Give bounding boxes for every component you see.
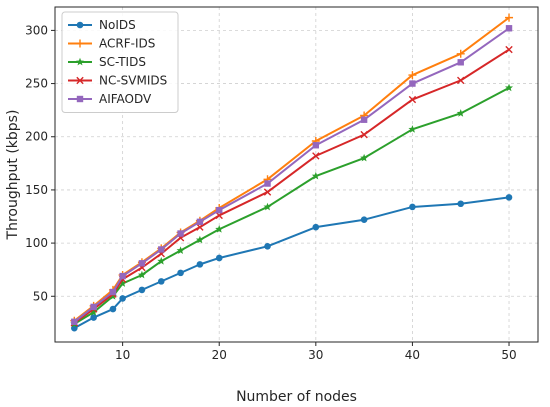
data-point: [264, 242, 271, 250]
data-point: [119, 295, 126, 302]
data-point: [408, 125, 417, 133]
legend-label: ACRF-IDS: [99, 37, 155, 51]
data-point: [505, 13, 514, 22]
data-point: [138, 286, 146, 294]
data-point: [138, 260, 146, 267]
axis-layer: 10 20 30 40 50 50 100 150 200 250 300: [25, 23, 517, 362]
data-point: [312, 223, 320, 231]
data-point: [137, 270, 146, 279]
legend-marker: [76, 95, 84, 103]
data-point: [118, 279, 127, 287]
y-tick-label: 100: [25, 236, 48, 250]
data-point: [263, 202, 272, 211]
legend-label: AIFAODV: [99, 92, 152, 106]
series-aifaodv: [71, 25, 513, 325]
x-tick-label: 40: [405, 348, 420, 362]
data-point: [408, 95, 417, 104]
data-point: [157, 256, 166, 265]
data-point: [215, 225, 224, 233]
legend-box: [61, 11, 179, 113]
legend-item: AIFAODV: [68, 92, 152, 106]
x-axis-label: Number of nodes: [236, 389, 357, 405]
x-tick-label: 10: [115, 348, 130, 362]
data-point: [108, 292, 117, 300]
legend-label: NC-SVMIDS: [99, 74, 167, 88]
data-point: [360, 116, 368, 123]
data-point: [505, 83, 514, 92]
data-point: [215, 254, 223, 262]
data-point: [176, 246, 185, 254]
data-point: [311, 171, 320, 180]
data-point: [90, 314, 97, 321]
data-point: [119, 272, 126, 280]
plot-frame: [54, 6, 539, 343]
data-point: [456, 49, 465, 58]
data-point: [505, 194, 513, 201]
data-point: [263, 188, 272, 196]
data-point: [457, 76, 465, 85]
series-noids: [71, 194, 513, 332]
data-point: [456, 109, 465, 117]
y-axis-label: Throughput (kbps): [5, 110, 21, 241]
data-point: [312, 152, 320, 160]
y-tick-label: 250: [25, 77, 48, 91]
y-tick-label: 300: [25, 23, 48, 37]
data-point: [505, 45, 513, 54]
data-point: [457, 200, 465, 208]
data-point: [409, 80, 416, 87]
legend-item: ACRF-IDS: [68, 37, 155, 51]
data-point: [196, 261, 204, 268]
grid-layer: [55, 7, 538, 342]
y-tick-label: 150: [25, 183, 48, 197]
y-tick-label: 50: [33, 289, 48, 303]
series-sc-tids: [70, 83, 514, 328]
data-point: [360, 216, 368, 223]
data-point: [196, 218, 204, 226]
legend-marker: [76, 76, 84, 85]
data-point: [109, 305, 117, 313]
data-point: [360, 130, 368, 139]
x-tick-label: 50: [501, 348, 516, 362]
legend-label: NoIDS: [99, 18, 136, 32]
data-point: [216, 206, 223, 214]
series-layer: [70, 13, 514, 332]
legend-marker: [76, 57, 84, 66]
x-tick-label: 30: [308, 348, 323, 362]
data-point: [264, 180, 271, 187]
data-point: [109, 288, 117, 296]
legend-item: NoIDS: [68, 18, 136, 32]
data-point: [158, 246, 165, 253]
data-point: [157, 278, 165, 285]
data-point: [89, 308, 98, 316]
data-point: [457, 59, 464, 66]
legend-item: NC-SVMIDS: [68, 74, 167, 88]
data-point: [312, 142, 320, 149]
y-tick-label: 200: [25, 130, 48, 144]
data-point: [177, 230, 184, 237]
legend-item: SC-TIDS: [68, 55, 146, 69]
legend-marker: [76, 21, 84, 29]
legend: NoIDS ACRF-IDS SC-TIDS NC-SVMIDS AIFAODV: [61, 11, 179, 113]
x-tick-label: 20: [212, 348, 227, 362]
legend-marker: [76, 39, 84, 48]
data-point: [90, 303, 97, 311]
data-point: [360, 153, 369, 162]
data-point: [409, 203, 416, 211]
data-point: [195, 235, 204, 244]
data-point: [505, 25, 513, 32]
data-point: [71, 318, 78, 325]
data-point: [408, 71, 417, 80]
data-point: [177, 269, 184, 277]
legend-label: SC-TIDS: [99, 55, 146, 69]
